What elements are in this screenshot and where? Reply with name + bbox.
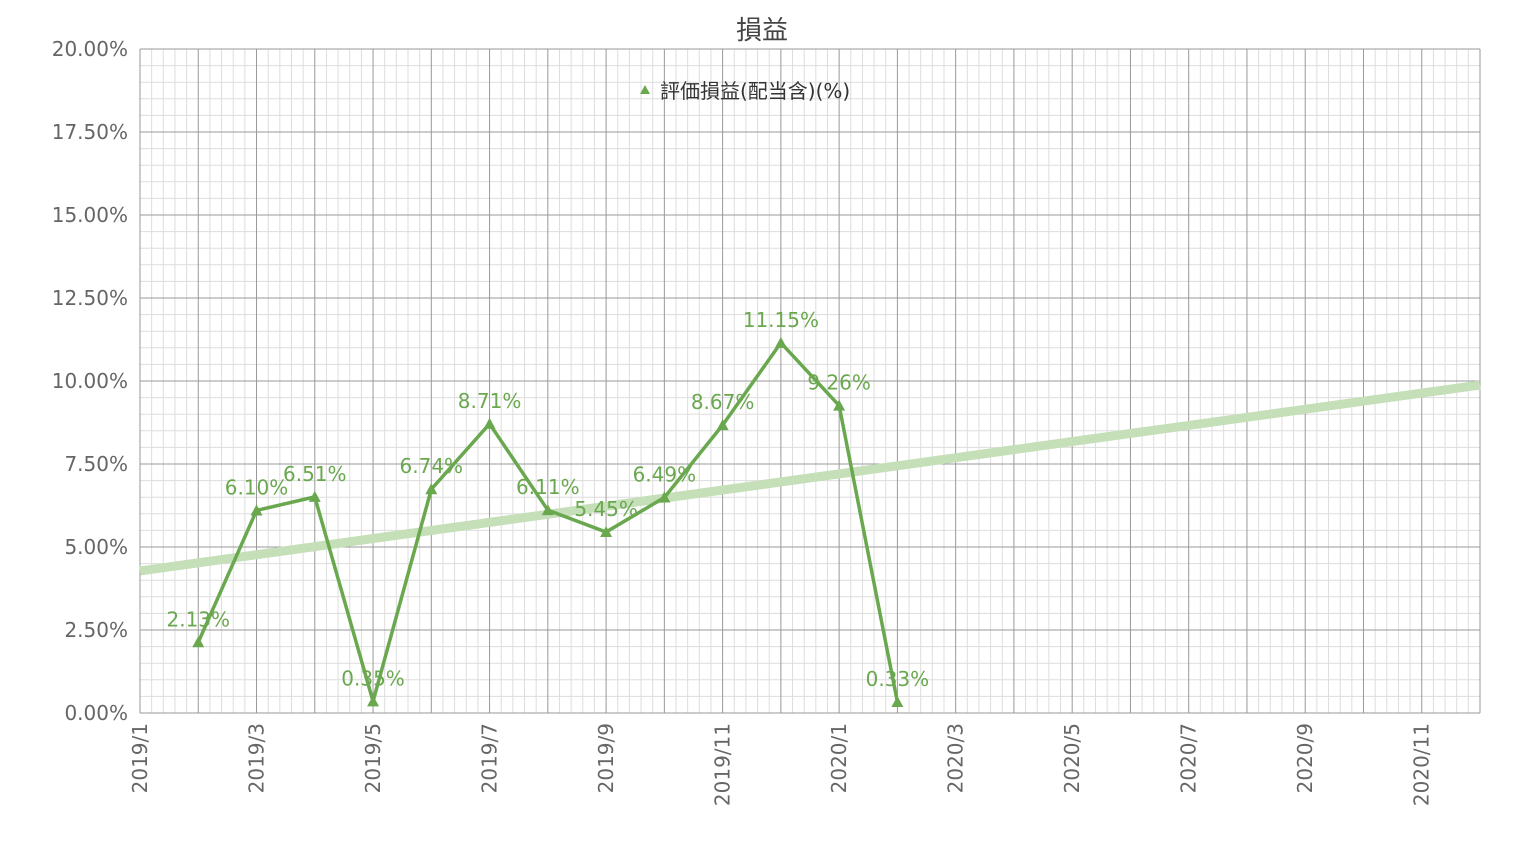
y-tick-label: 10.00% bbox=[52, 369, 128, 393]
data-label: 6.49% bbox=[633, 463, 697, 487]
x-tick-label: 2019/5 bbox=[361, 723, 385, 793]
x-tick-label: 2019/1 bbox=[128, 723, 152, 793]
x-tick-label: 2020/5 bbox=[1060, 723, 1084, 793]
x-tick-label: 2020/7 bbox=[1177, 723, 1201, 793]
data-label: 8.71% bbox=[458, 389, 522, 413]
y-tick-label: 2.50% bbox=[64, 618, 128, 642]
legend-marker-triangle-icon bbox=[640, 85, 650, 94]
data-point-marker bbox=[367, 695, 380, 707]
x-tick-label: 2020/1 bbox=[827, 723, 851, 793]
x-tick-label: 2019/11 bbox=[711, 723, 735, 806]
y-tick-label: 7.50% bbox=[64, 452, 128, 476]
x-tick-label: 2020/11 bbox=[1410, 723, 1434, 806]
data-point-marker bbox=[250, 504, 263, 516]
data-label: 6.11% bbox=[516, 475, 580, 499]
data-label: 6.74% bbox=[400, 454, 464, 478]
legend-label: 評価損益(配当含)(%) bbox=[660, 79, 850, 103]
legend: 評価損益(配当含)(%) bbox=[640, 79, 850, 103]
data-label: 6.51% bbox=[283, 462, 347, 486]
trendline bbox=[139, 380, 1481, 576]
y-tick-label: 5.00% bbox=[64, 535, 128, 559]
x-tick-label: 2019/3 bbox=[245, 723, 269, 793]
data-point-marker bbox=[891, 696, 904, 708]
data-label: 0.33% bbox=[866, 667, 930, 691]
x-tick-label: 2019/9 bbox=[594, 723, 618, 793]
y-tick-label: 15.00% bbox=[52, 203, 128, 227]
data-label: 11.15% bbox=[743, 308, 819, 332]
chart-title: 損益 bbox=[736, 16, 788, 46]
grid bbox=[139, 48, 1481, 714]
data-labels: 2.13% 6.10%6.51% 0.35% 6.74% 8.71% 6.11%5.45%… bbox=[166, 308, 929, 691]
series-layer bbox=[192, 336, 904, 708]
data-label: 0.35% bbox=[341, 666, 405, 690]
x-tick-label: 2019/7 bbox=[478, 723, 502, 793]
data-label: 9.26% bbox=[807, 371, 871, 395]
x-tick-label: 2020/9 bbox=[1293, 723, 1317, 793]
y-tick-label: 0.00% bbox=[64, 701, 128, 725]
data-point-marker bbox=[600, 526, 613, 538]
data-point-marker bbox=[716, 419, 729, 431]
data-label: 5.45% bbox=[574, 497, 638, 521]
data-point-marker bbox=[658, 491, 671, 503]
data-point-marker bbox=[774, 336, 787, 348]
y-tick-label: 20.00% bbox=[52, 37, 128, 61]
y-tick-label: 12.50% bbox=[52, 286, 128, 310]
data-point-marker bbox=[541, 504, 554, 516]
data-label: 2.13% bbox=[166, 607, 230, 631]
y-tick-label: 17.50% bbox=[52, 120, 128, 144]
data-point-marker bbox=[425, 483, 438, 495]
data-point-marker bbox=[192, 636, 205, 648]
data-label: 8.67% bbox=[691, 390, 755, 414]
data-point-marker bbox=[833, 399, 846, 411]
data-label: 6.10% bbox=[225, 475, 289, 499]
data-point-marker bbox=[483, 417, 496, 429]
x-tick-label: 2020/3 bbox=[944, 723, 968, 793]
trendline-layer bbox=[139, 380, 1481, 576]
data-point-marker bbox=[308, 490, 321, 502]
axes: 0.00% 2.50% 5.00% 7.50% 10.00% 12.50% 15.00% 17… bbox=[52, 37, 1434, 806]
